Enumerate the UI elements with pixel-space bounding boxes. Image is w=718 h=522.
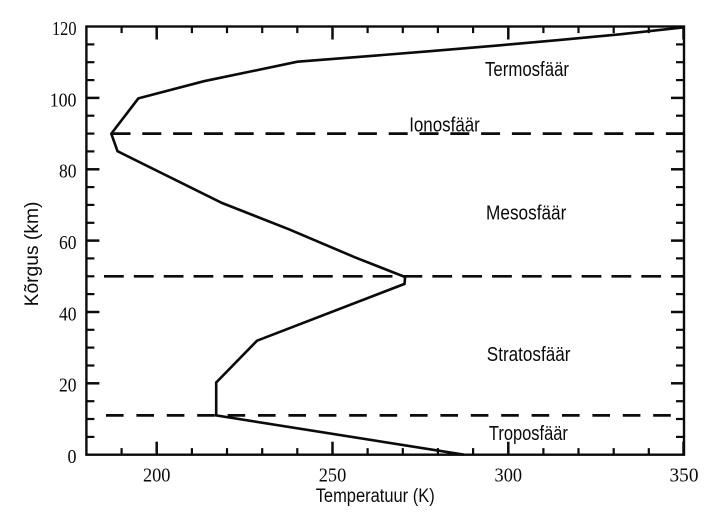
svg-text:40: 40 [59,303,77,325]
svg-text:350: 350 [670,464,699,486]
svg-text:200: 200 [143,464,171,486]
svg-text:60: 60 [59,232,77,254]
svg-text:Ionosfäär: Ionosfäär [409,114,480,136]
svg-text:250: 250 [319,464,347,486]
svg-text:Stratosfäär: Stratosfäär [487,344,571,366]
svg-text:Mesosfäär: Mesosfäär [486,203,567,225]
svg-text:Kõrgus (km): Kõrgus (km) [22,202,43,307]
svg-text:Troposfäär: Troposfäär [489,423,568,445]
svg-text:80: 80 [59,161,77,183]
svg-text:Termosfäär: Termosfäär [485,59,569,81]
svg-text:Temperatuur (K): Temperatuur (K) [316,486,435,507]
svg-text:120: 120 [52,18,77,40]
svg-text:100: 100 [50,89,77,111]
svg-text:20: 20 [59,375,77,397]
svg-text:0: 0 [68,446,77,468]
svg-text:300: 300 [495,464,523,486]
